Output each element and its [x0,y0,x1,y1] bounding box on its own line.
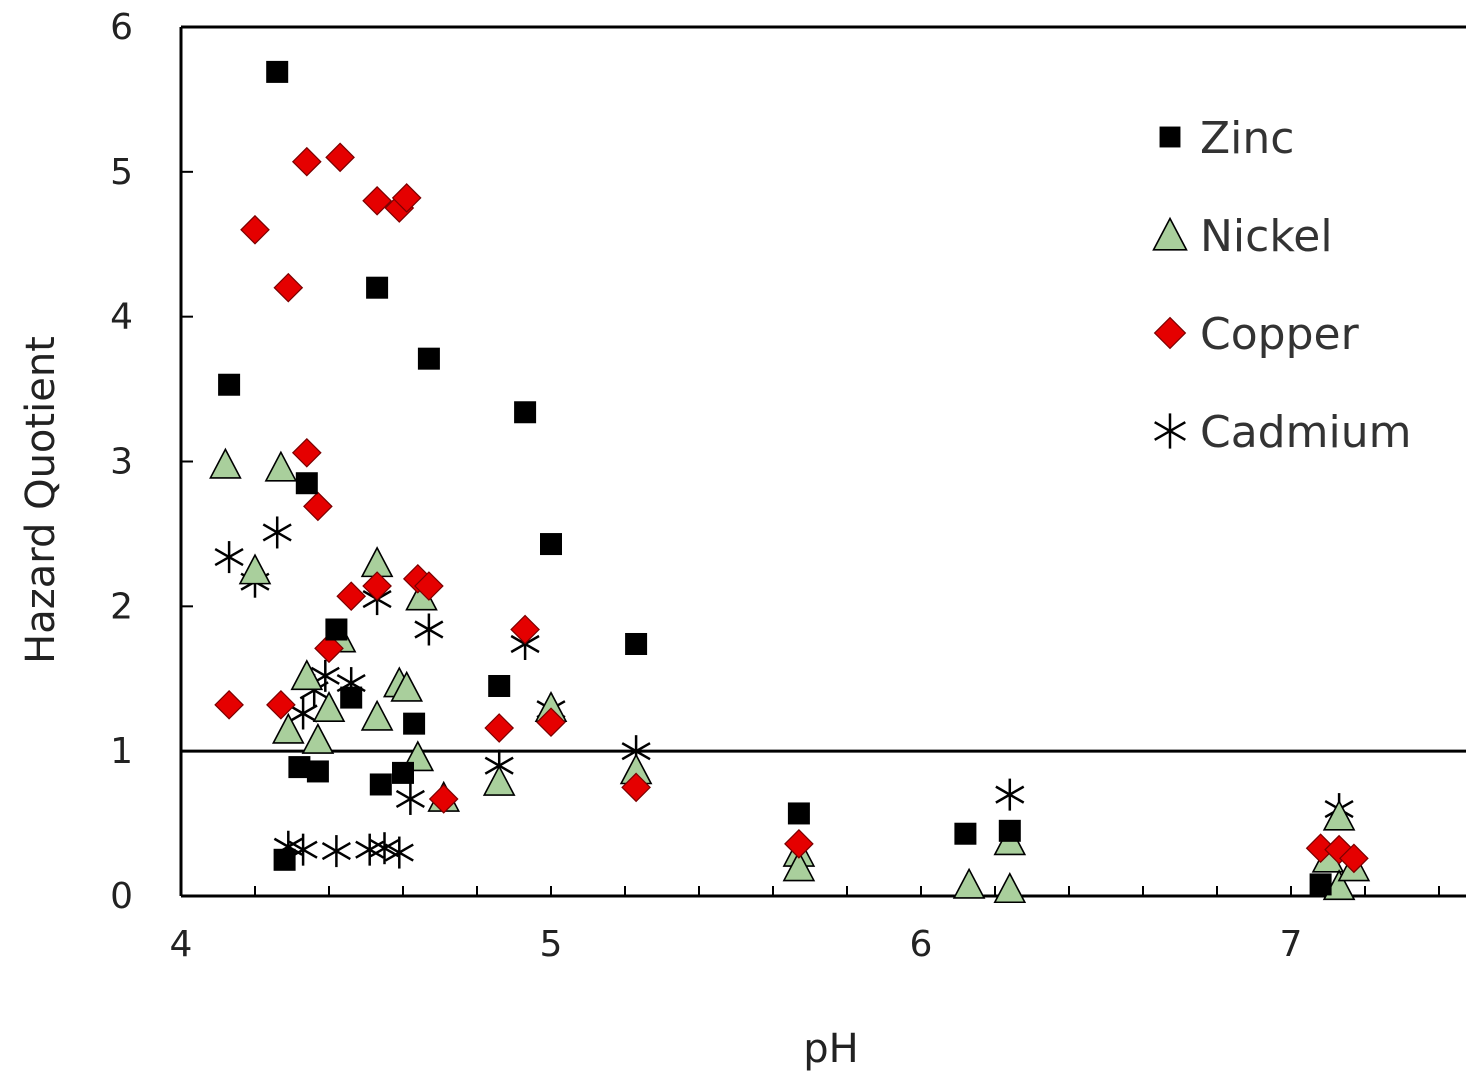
y-tick-label: 4 [110,297,133,338]
nickel-point [390,670,424,702]
copper-point [214,689,244,720]
x-tick-label: 4 [170,924,193,965]
copper-point [428,784,459,814]
copper-point [325,142,355,173]
zinc-point [306,760,329,783]
zinc-point [954,822,977,845]
zinc-point [540,533,562,556]
copper-point [414,571,444,601]
nickel-point [993,872,1027,904]
copper-point [536,707,566,738]
legend-marker-zinc [1159,126,1181,148]
nickel-point [238,553,272,585]
nickel-point [952,867,986,899]
legend-label-nickel: Nickel [1200,211,1333,262]
cadmium-point [369,832,400,865]
legend-label-copper: Copper [1200,309,1360,360]
copper-point [362,571,392,601]
cadmium-point [995,778,1025,811]
x-axis-title: pH [803,1026,858,1072]
copper-point [303,491,333,522]
y-tick-label: 5 [110,152,133,193]
cadmium-point [384,836,414,869]
copper-point [291,437,322,468]
zinc-point [218,373,241,396]
zinc-point [288,756,311,779]
copper-point [484,713,515,743]
zinc-point [340,686,363,709]
nickel-point [290,659,324,691]
copper-point [336,581,367,612]
nickel-point [301,722,335,754]
cadmium-point [321,835,351,868]
y-tick-label: 3 [110,442,133,483]
nickel-point [1322,799,1356,831]
ticks: 0 1 2 3 4 5 6 4 5 6 7 [110,7,1440,965]
zinc-point [392,761,414,784]
copper-point [510,614,540,645]
cadmium-point [414,613,444,646]
cadmium-point [262,516,292,549]
nickel-point [782,850,816,882]
copper-point [291,146,322,177]
legend-marker-nickel [1152,216,1188,251]
y-tick-label: 6 [110,7,133,48]
zinc-point [488,674,511,697]
x-tick-label: 7 [1280,924,1303,965]
copper-point [1305,833,1336,864]
zinc-point [417,347,440,370]
nickel-point [209,447,242,479]
legend-marker-copper [1153,316,1187,350]
copper-point [273,272,304,303]
copper-point [362,185,392,216]
legend-marker-cadmium [1154,413,1186,449]
legend-label-zinc: Zinc [1200,113,1294,164]
nickel-point [312,690,346,723]
nickel-point [482,764,516,796]
zinc-point [266,60,289,83]
zinc-point [325,618,348,641]
y-tick-label: 2 [110,586,133,627]
x-tick-label: 5 [540,924,563,965]
copper-point [314,633,344,664]
nickel-point [264,450,298,482]
zinc-point [1309,873,1332,896]
data-points [209,60,1371,904]
zinc-point [787,802,810,825]
zinc-point [625,632,648,655]
zinc-point [998,819,1021,842]
copper-point [391,183,422,213]
cadmium-point [355,833,385,866]
zinc-point [514,401,537,424]
copper-point [621,772,651,803]
zinc-point [403,712,426,735]
y-axis-title: Hazard Quotient [18,336,64,664]
zinc-point [295,472,318,495]
nickel-point [360,699,394,731]
x-tick-label: 6 [910,924,933,965]
legend: Zinc Nickel Copper Cadmium [1152,113,1411,458]
zinc-point [273,848,296,871]
cadmium-point [288,697,318,730]
y-tick-label: 0 [110,876,133,917]
zinc-point [366,276,389,299]
copper-point [266,689,296,720]
legend-label-cadmium: Cadmium [1200,407,1411,458]
copper-point [240,214,270,245]
copper-point [1339,843,1369,874]
y-tick-label: 1 [110,731,133,772]
copper-point [784,829,814,859]
zinc-point [369,773,392,796]
cadmium-point [395,782,425,815]
nickel-point [271,712,305,744]
cadmium-point [214,541,244,574]
